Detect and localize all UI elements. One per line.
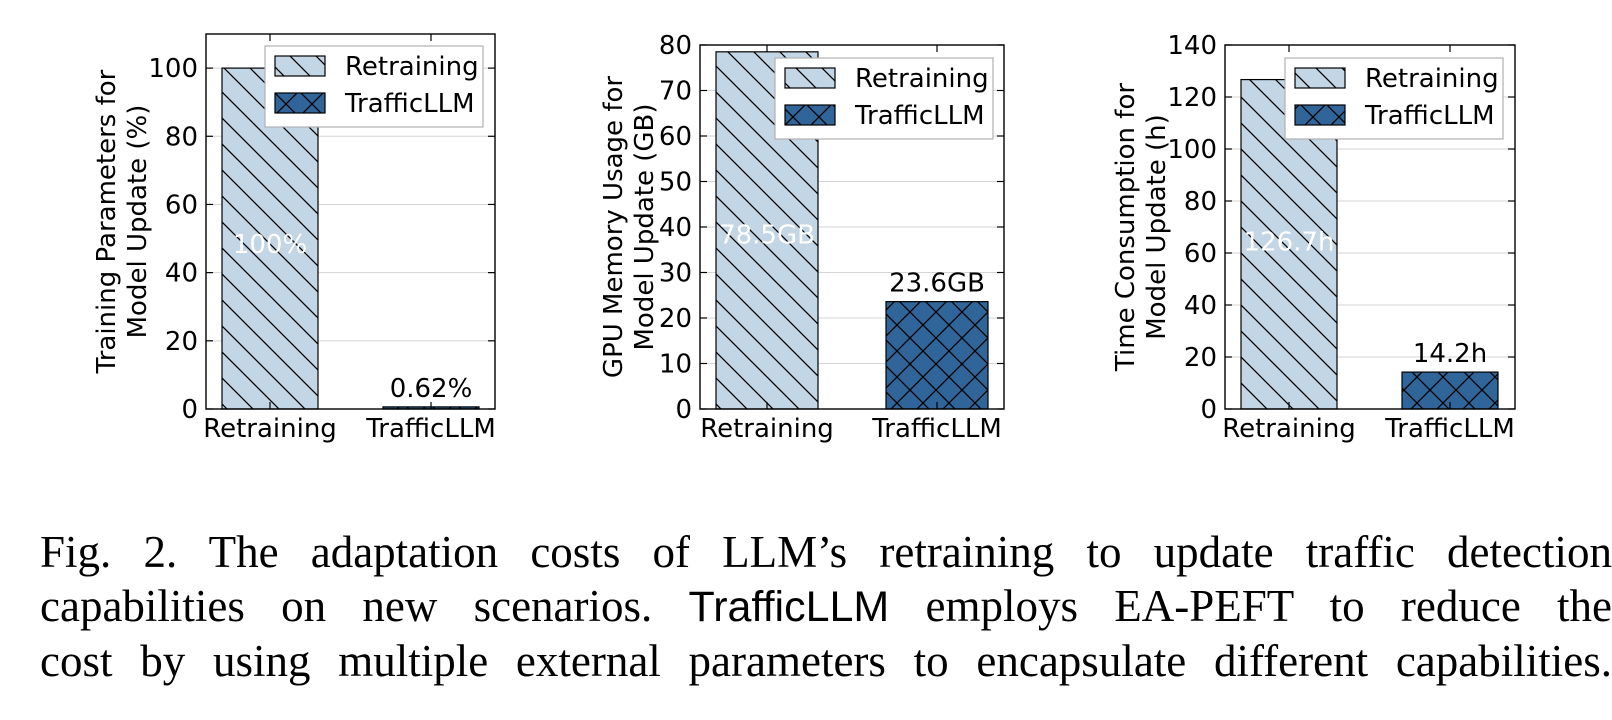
y-tick-label-chart2: 60: [659, 122, 692, 152]
y-tick-label-chart2: 80: [659, 31, 692, 61]
caption-line-2-end: employs EA-PEFT to reduce the: [925, 581, 1612, 631]
value-label-trafficllm-chart3: 14.2h: [1413, 339, 1487, 369]
x-tick-label-chart1: Retraining: [203, 414, 337, 444]
y-tick-label-chart2: 50: [659, 168, 692, 198]
figure-caption: Fig. 2. The adaptation costs of LLM’s re…: [40, 525, 1612, 688]
y-tick-label-chart3: 100: [1167, 135, 1217, 165]
y-tick-label-chart2: 10: [659, 350, 692, 380]
x-tick-label-chart1: TrafficLLM: [365, 414, 496, 444]
legend-label-retraining-chart1: Retraining: [345, 52, 479, 82]
caption-line-3: cost by using multiple external paramete…: [40, 636, 1612, 686]
y-tick-label-chart3: 0: [1200, 395, 1217, 425]
y-axis-label-line1-chart2: GPU Memory Usage for: [599, 76, 629, 378]
legend-label-retraining-chart3: Retraining: [1365, 64, 1499, 94]
legend-swatch-hatch-retraining-chart1: [275, 56, 325, 76]
y-tick-label-chart1: 100: [148, 54, 198, 84]
y-tick-label-chart3: 80: [1184, 187, 1217, 217]
legend-swatch-hatch-trafficllm-chart3: [1295, 105, 1345, 125]
value-label-trafficllm-chart2: 23.6GB: [889, 269, 985, 299]
legend-swatch-hatch-trafficllm-chart2: [785, 105, 835, 125]
y-tick-label-chart3: 140: [1167, 31, 1217, 61]
y-tick-label-chart2: 40: [659, 213, 692, 243]
y-tick-label-chart1: 40: [165, 259, 198, 289]
y-axis-label-line1-chart1: Training Parameters for: [92, 69, 122, 374]
y-tick-label-chart1: 60: [165, 190, 198, 220]
y-tick-label-chart1: 0: [181, 395, 198, 425]
x-tick-label-chart3: TrafficLLM: [1384, 414, 1515, 444]
x-tick-label-chart3: Retraining: [1222, 414, 1356, 444]
y-tick-label-chart2: 0: [675, 395, 692, 425]
axes-frame-chart1: [205, 33, 496, 410]
y-tick-label-chart1: 80: [165, 122, 198, 152]
legend-label-trafficllm-chart2: TrafficLLM: [854, 101, 985, 131]
legend-swatch-hatch-retraining-chart3: [1295, 68, 1345, 88]
axes-frame-chart3: [1224, 44, 1516, 410]
y-tick-label-chart2: 70: [659, 77, 692, 107]
y-tick-label-chart2: 20: [659, 304, 692, 334]
y-tick-label-chart3: 20: [1184, 343, 1217, 373]
value-label-retraining-chart2: 78.5GB: [719, 220, 815, 250]
x-tick-label-chart2: Retraining: [700, 414, 834, 444]
y-axis-label-line2-chart3: Model Update (h): [1142, 114, 1172, 340]
caption-system-name: TrafficLLM: [688, 583, 890, 631]
legend-label-trafficllm-chart3: TrafficLLM: [1364, 101, 1495, 131]
legend-label-trafficllm-chart1: TrafficLLM: [344, 89, 475, 119]
x-tick-label-chart2: TrafficLLM: [871, 414, 1002, 444]
caption-line-1: Fig. 2. The adaptation costs of LLM’s re…: [40, 527, 1612, 577]
y-tick-label-chart3: 60: [1184, 239, 1217, 269]
y-tick-label-chart1: 20: [165, 327, 198, 357]
y-axis-label-line1-chart3: Time Consumption for: [1111, 83, 1141, 372]
value-label-retraining-chart1: 100%: [233, 230, 307, 260]
y-axis-label-line2-chart2: Model Update (GB): [630, 103, 660, 350]
y-tick-label-chart2: 30: [659, 259, 692, 289]
y-axis-label-line2-chart1: Model Update (%): [123, 105, 153, 339]
caption-line-2: capabilities on new scenarios. TrafficLL…: [40, 579, 1612, 634]
axes-frame-chart2: [699, 44, 1005, 410]
legend-swatch-hatch-retraining-chart2: [785, 68, 835, 88]
legend-label-retraining-chart2: Retraining: [855, 64, 989, 94]
bar-hatch-trafficllm-chart2: [886, 301, 988, 409]
legend-swatch-hatch-trafficllm-chart1: [275, 93, 325, 113]
y-tick-label-chart3: 40: [1184, 291, 1217, 321]
value-label-trafficllm-chart1: 0.62%: [390, 374, 473, 404]
value-label-retraining-chart3: 126.7h: [1244, 228, 1335, 258]
caption-line-2-start: capabilities on new scenarios.: [40, 581, 653, 631]
y-tick-label-chart3: 120: [1167, 83, 1217, 113]
